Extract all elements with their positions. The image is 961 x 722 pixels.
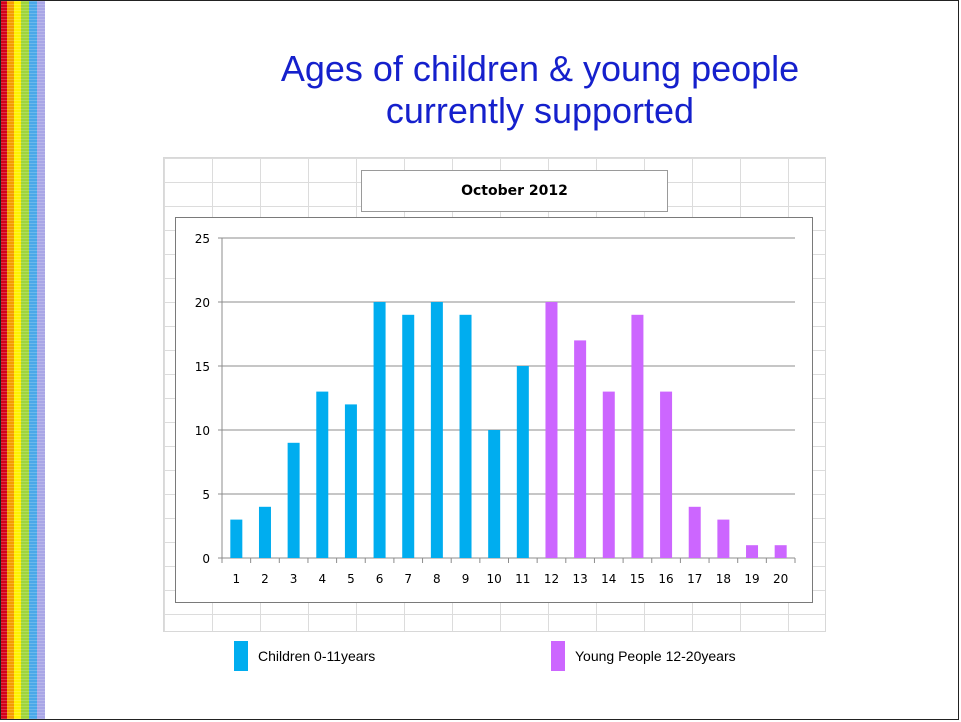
- bar: [430, 302, 443, 558]
- y-tick-label: 25: [195, 232, 210, 246]
- x-tick-label: 3: [290, 572, 298, 586]
- bar: [344, 404, 357, 558]
- y-tick-label: 10: [195, 424, 210, 438]
- x-tick-label: 17: [687, 572, 702, 586]
- x-tick-label: 15: [630, 572, 645, 586]
- bar: [717, 519, 730, 558]
- legend-item-young-people: Young People 12-20years: [551, 641, 736, 671]
- bar: [459, 314, 472, 558]
- y-tick-label: 15: [195, 360, 210, 374]
- bar: [746, 545, 759, 558]
- x-tick-label: 18: [716, 572, 731, 586]
- legend-label-young-people: Young People 12-20years: [575, 648, 736, 664]
- bar: [660, 391, 673, 558]
- bar: [602, 391, 615, 558]
- x-tick-label: 20: [773, 572, 788, 586]
- x-tick-label: 1: [233, 572, 241, 586]
- x-tick-label: 19: [744, 572, 759, 586]
- y-tick-label: 20: [195, 296, 210, 310]
- y-tick-label: 0: [202, 552, 210, 566]
- x-tick-label: 14: [601, 572, 616, 586]
- chart-title: October 2012: [361, 170, 668, 212]
- slide-title: Ages of children & young people currentl…: [150, 48, 930, 132]
- bar: [402, 314, 415, 558]
- x-tick-label: 6: [376, 572, 384, 586]
- legend-swatch-children: [234, 641, 248, 671]
- bar: [574, 340, 587, 558]
- y-tick-label: 5: [202, 488, 210, 502]
- x-tick-label: 10: [487, 572, 502, 586]
- bar: [774, 545, 787, 558]
- x-tick-label: 5: [347, 572, 355, 586]
- x-tick-label: 2: [261, 572, 269, 586]
- x-tick-label: 4: [318, 572, 326, 586]
- x-tick-label: 12: [544, 572, 559, 586]
- slide-title-line-2: currently supported: [385, 90, 695, 131]
- bar: [488, 430, 501, 558]
- bar: [316, 391, 329, 558]
- bar: [631, 314, 644, 558]
- bar: [545, 302, 558, 558]
- x-tick-label: 7: [404, 572, 412, 586]
- legend-label-children: Children 0-11years: [258, 648, 376, 664]
- x-tick-label: 13: [572, 572, 587, 586]
- slide-title-line-1: Ages of children & young people: [280, 48, 800, 89]
- bar: [287, 442, 300, 558]
- x-tick-label: 11: [515, 572, 530, 586]
- bar: [688, 506, 701, 558]
- bar: [516, 366, 529, 558]
- legend-item-children: Children 0-11years: [234, 641, 375, 671]
- x-tick-label: 9: [462, 572, 470, 586]
- legend-swatch-young-people: [551, 641, 565, 671]
- bar: [230, 519, 243, 558]
- bar: [258, 506, 271, 558]
- x-tick-label: 8: [433, 572, 441, 586]
- bar: [373, 302, 386, 558]
- rainbow-stripe-decoration: [1, 1, 45, 719]
- x-tick-label: 16: [658, 572, 673, 586]
